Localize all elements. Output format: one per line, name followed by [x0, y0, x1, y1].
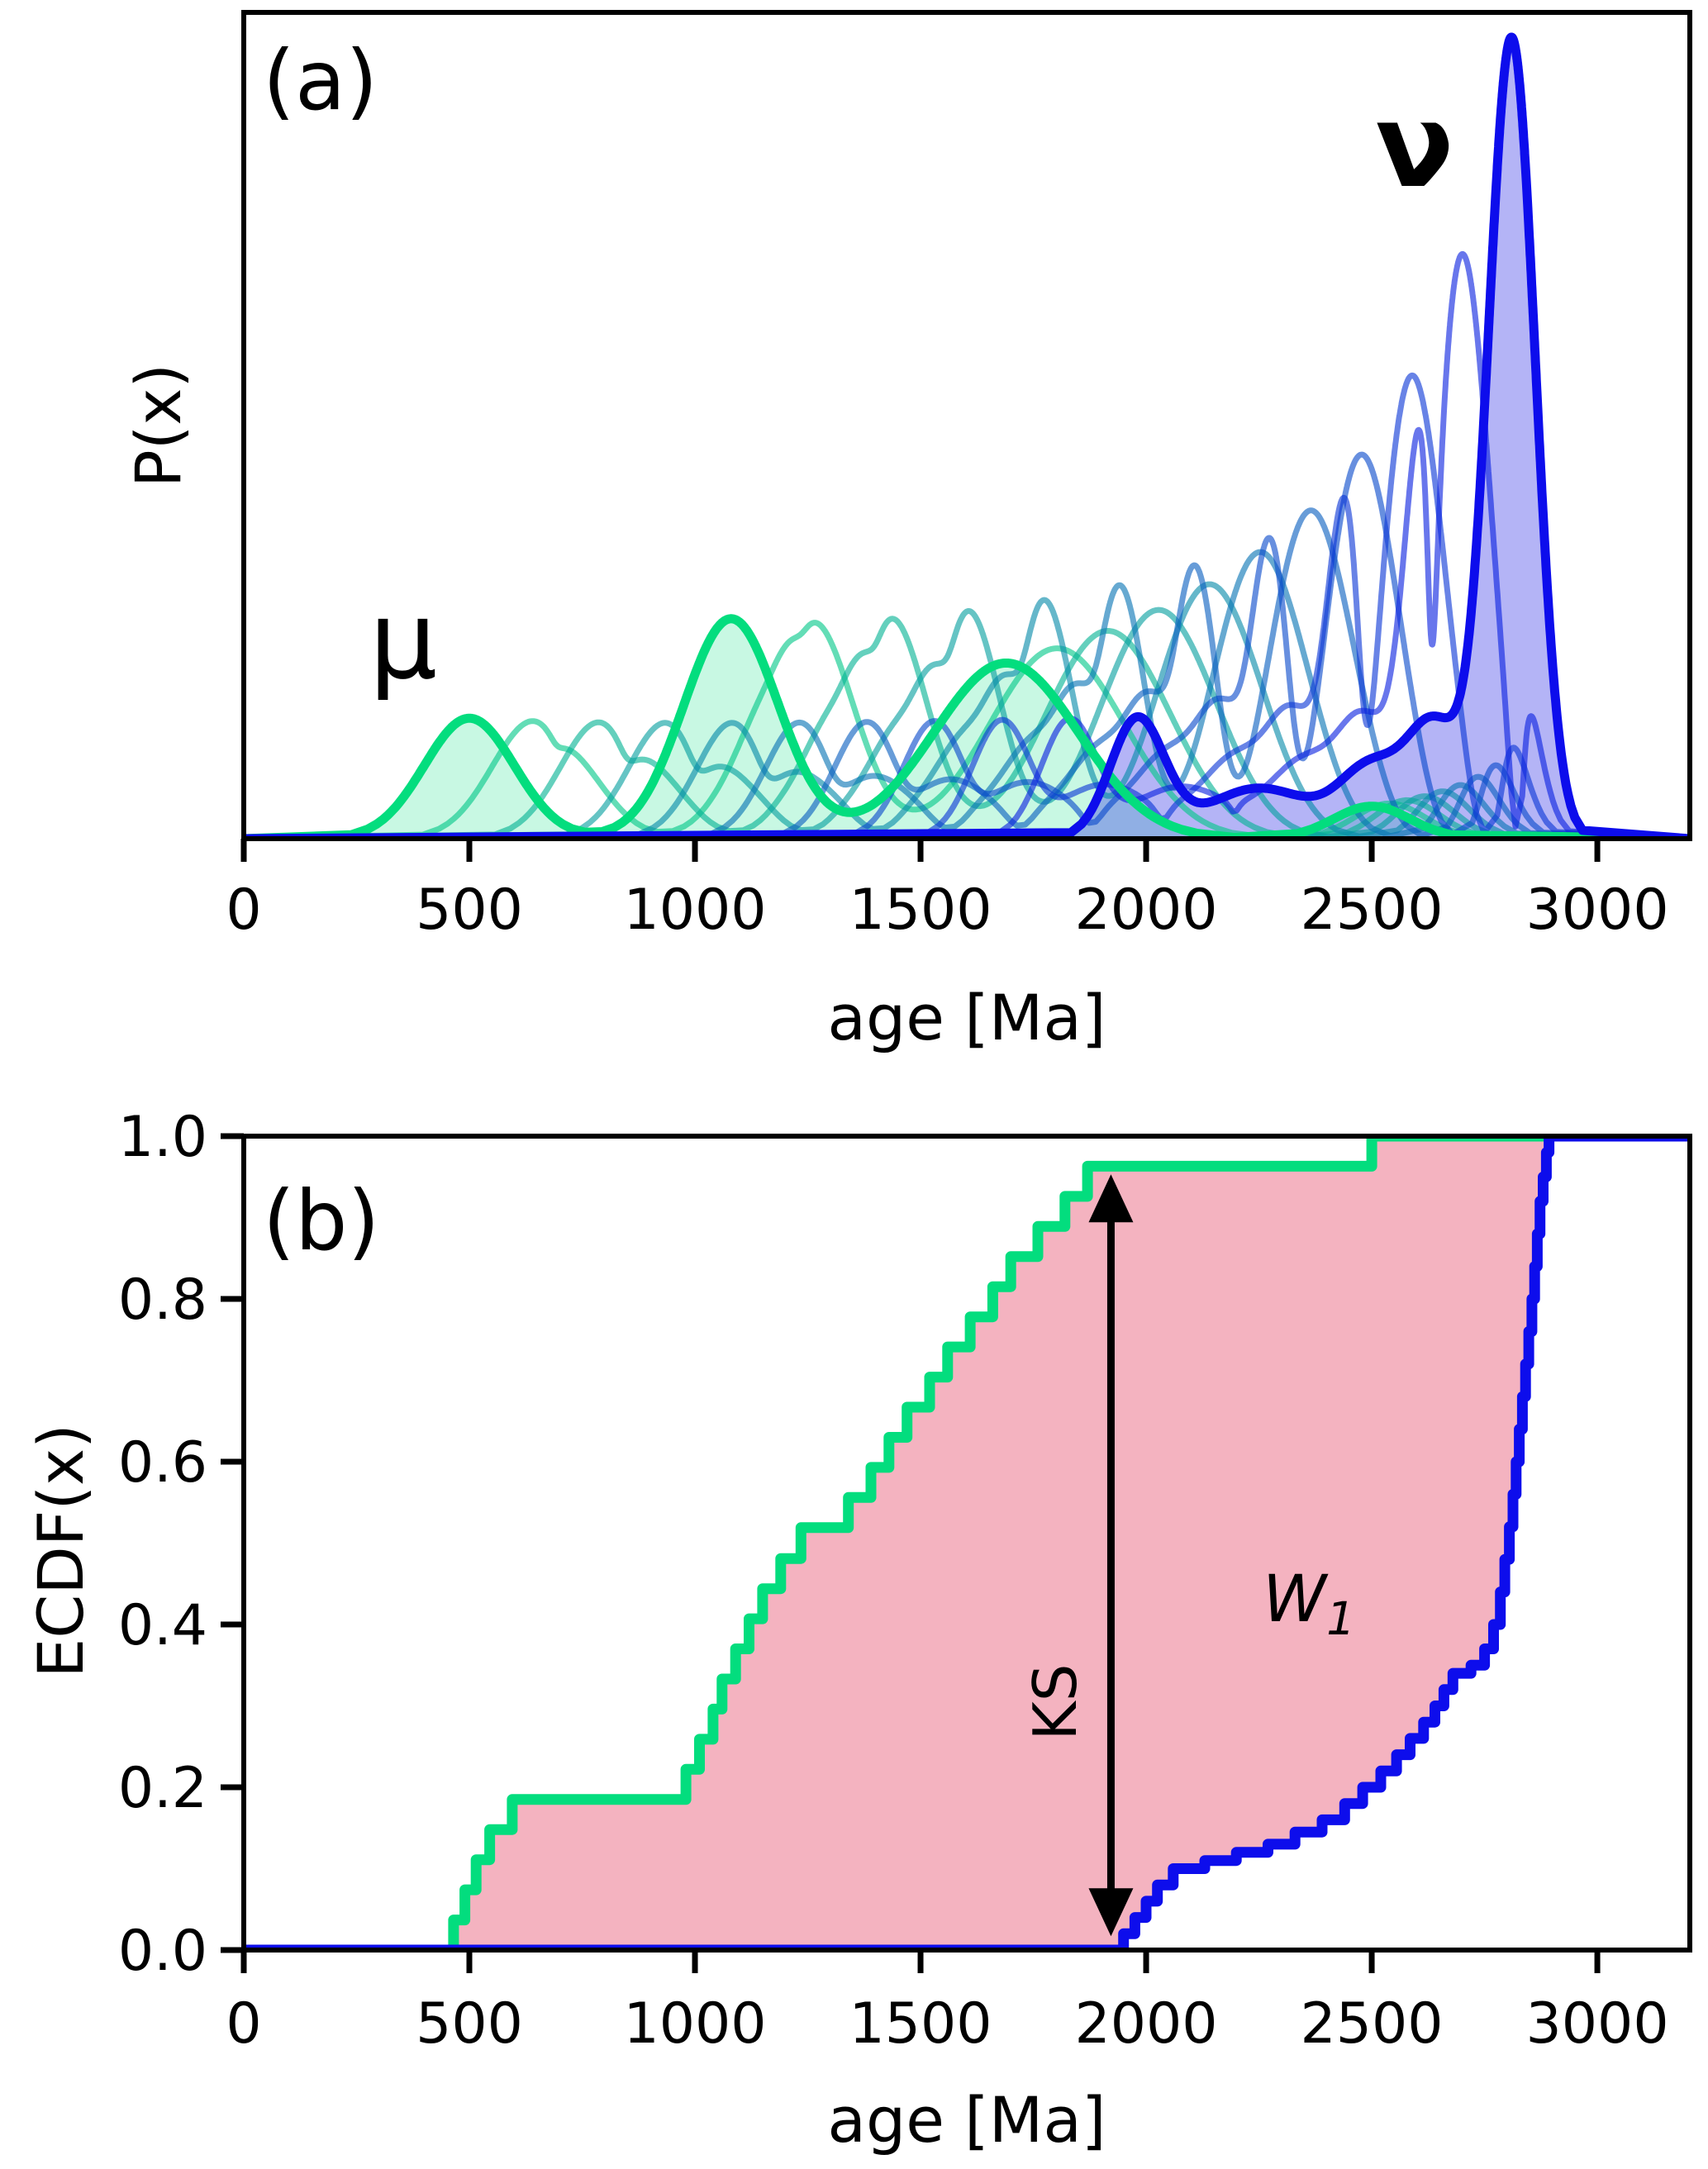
y-tick-label: 0.8 [118, 1268, 207, 1333]
y-tick-label: 0.2 [118, 1756, 207, 1821]
x-tick-label: 500 [416, 878, 523, 943]
ks-arrow-head-bottom [1088, 1888, 1134, 1937]
plot-border [241, 1134, 1692, 1953]
x-tick-label: 0 [226, 878, 261, 943]
panel-b-axes: 0 500 1000 1500 2000 2500 3000 0.0 0.2 0.4 0.6 0.8 1… [118, 1105, 1692, 2057]
panel-a-axes: 0 500 1000 1500 2000 2500 3000 [226, 10, 1692, 943]
y-tick-label: 1.0 [118, 1105, 207, 1170]
x-tick-label: 2500 [1301, 878, 1444, 943]
mu-distribution-label: μ [369, 578, 438, 703]
x-tick-label: 1000 [623, 1991, 766, 2057]
ks-arrow-head-top [1088, 1174, 1134, 1223]
y-tick-label: 0.6 [118, 1430, 207, 1496]
x-tick-label: 1500 [849, 878, 992, 943]
panel-b-ecdf-area [244, 1136, 1690, 1950]
panel-b-ylabel: ECDF(x) [24, 1424, 98, 1678]
interpolated-density-curve [244, 250, 1690, 839]
y-tick-label: 0.4 [118, 1593, 207, 1658]
blue-ecdf-curve [244, 1136, 1690, 1950]
interpolated-density-curve [244, 581, 1690, 839]
x-tick-label: 1000 [623, 878, 766, 943]
interpolated-density-curve [244, 549, 1690, 839]
nu-density-curve [244, 32, 1690, 839]
panel-b-xlabel: age [Ma] [827, 2083, 1106, 2157]
x-tick-label: 0 [226, 1991, 261, 2057]
panel-a-xlabel: age [Ma] [827, 981, 1106, 1054]
x-tick-label: 2500 [1301, 1991, 1444, 2057]
panel-a-ylabel: P(x) [121, 364, 195, 488]
w1-wasserstein-label: W1 [1263, 1563, 1355, 1645]
y-tick-label: 0.0 [118, 1919, 207, 1984]
panel-a-label: (a) [263, 32, 378, 129]
x-tick-label: 500 [416, 1991, 523, 2057]
plot-border [241, 10, 1692, 841]
green-ecdf-curve [244, 1136, 1690, 1950]
panel-b-label: (b) [263, 1172, 380, 1269]
interpolated-density-curve [244, 451, 1690, 839]
panel-b-annotations [1088, 1174, 1134, 1937]
ks-statistic-label: KS [1021, 1664, 1090, 1741]
wasserstein-area-fill [244, 1136, 1690, 1950]
interpolated-density-curve [244, 372, 1690, 839]
x-tick-label: 2000 [1075, 1991, 1218, 2057]
mu-density-curve [244, 614, 1690, 839]
x-tick-label: 3000 [1526, 878, 1669, 943]
nu-distribution-label: ν [1375, 79, 1453, 214]
x-tick-label: 2000 [1075, 878, 1218, 943]
x-tick-label: 3000 [1526, 1991, 1669, 2057]
x-tick-label: 1500 [849, 1991, 992, 2057]
panel-a-density-curves [244, 32, 1690, 839]
